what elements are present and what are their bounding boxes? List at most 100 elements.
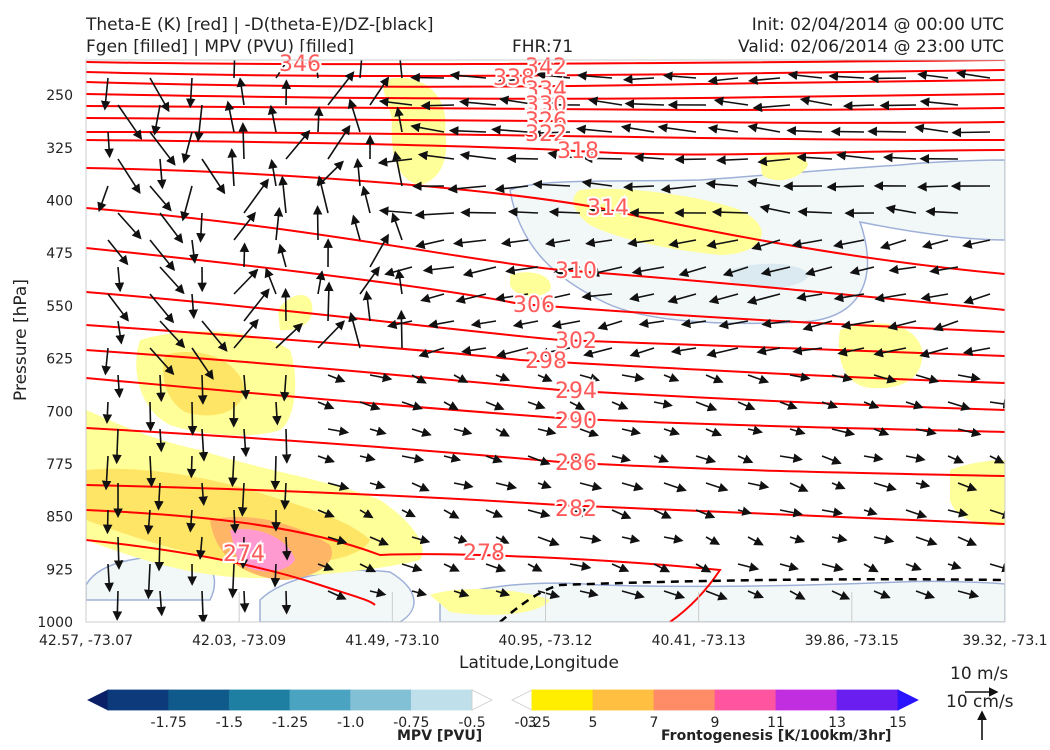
wind-vector [114, 266, 125, 293]
wind-vector [159, 212, 184, 244]
wind-vector [535, 70, 571, 80]
wind-vector [831, 480, 846, 490]
theta-e-contour-label: 314 [587, 196, 629, 221]
wind-vector [194, 104, 204, 143]
wind-vector [917, 181, 949, 192]
wind-vector [280, 374, 290, 402]
y-tick-label: 1000 [37, 615, 73, 631]
wind-vector [452, 237, 487, 248]
wind-vector [537, 480, 552, 490]
wind-vector [353, 157, 364, 187]
wind-vector [789, 482, 809, 492]
wind-vector [663, 373, 680, 383]
wind-vector [512, 319, 539, 329]
init-time: Init: 02/04/2014 @ 00:00 UTC [751, 15, 1004, 35]
wind-vector [114, 374, 124, 399]
wind-vector [281, 590, 292, 615]
wind-vector [347, 98, 361, 133]
wind-vector [327, 590, 347, 600]
wind-vector [631, 266, 665, 276]
wind-vector [443, 509, 460, 519]
y-tick-label: 475 [46, 246, 73, 262]
wind-vector [327, 71, 355, 106]
wind-vector [399, 60, 403, 79]
wind-vector [538, 347, 571, 358]
wind-vector [955, 69, 991, 79]
wind-vector [863, 563, 879, 573]
wind-vector [102, 401, 113, 424]
wind-vector [653, 453, 669, 463]
wind-vector [920, 292, 949, 302]
wind-vector [149, 239, 176, 271]
y-tick-label: 550 [46, 299, 73, 315]
wind-vector [905, 562, 922, 572]
wind-vector [107, 293, 129, 322]
wind-vector [417, 150, 455, 161]
wind-vector [239, 242, 250, 268]
wind-vector [159, 320, 186, 349]
colorbar-tick-label: -1.0 [337, 715, 364, 731]
wind-vector [597, 320, 623, 331]
wind-vector [915, 479, 931, 489]
wind-vector [495, 347, 529, 359]
wind-vector [410, 122, 445, 133]
wind-vector [317, 454, 336, 464]
wind-vector [747, 123, 781, 133]
wind-vector [360, 185, 371, 214]
wind-vector [947, 560, 962, 570]
wind-vector [569, 401, 586, 410]
wind-vector [582, 153, 623, 164]
wind-vector [369, 372, 393, 383]
wind-vector [622, 74, 655, 85]
wind-vector [228, 455, 238, 488]
wind-vector [229, 509, 240, 534]
wind-vector [273, 206, 284, 241]
wind-vector [112, 590, 123, 621]
wind-vector [317, 562, 334, 572]
wind-vector [498, 95, 539, 106]
wind-vector [316, 175, 329, 214]
wind-vector [746, 293, 781, 305]
wind-vector [189, 239, 199, 264]
wind-vector [240, 428, 251, 458]
wind-vector [369, 76, 390, 106]
wind-vector [789, 534, 806, 544]
wind-vector [327, 373, 346, 383]
theta-e-contour-label: 282 [555, 497, 597, 522]
wind-vector [198, 482, 208, 507]
wind-vector [737, 454, 754, 464]
wind-vector [233, 268, 259, 295]
wind-vector [737, 506, 752, 516]
wind-vector [873, 482, 897, 492]
colorbar-tick-label: 9 [711, 715, 720, 731]
wind-vector [496, 76, 529, 86]
wind-vector [420, 293, 445, 303]
colorbar-swatch [653, 689, 716, 711]
wind-vector [311, 60, 321, 79]
wind-vector [553, 265, 581, 276]
wind-vector [957, 589, 980, 599]
wind-vector [621, 372, 645, 383]
wind-vector [989, 563, 1005, 573]
wind-vector [885, 204, 917, 215]
wind-vector [583, 347, 613, 358]
colorbar-swatch [289, 689, 352, 711]
wind-vector [227, 147, 238, 187]
wind-vector [576, 124, 613, 135]
wind-vector [107, 239, 129, 266]
theta-e-contour-label: 310 [555, 259, 597, 284]
wind-vector [802, 320, 833, 332]
colorbar-swatch [87, 689, 109, 711]
wind-vector [879, 239, 907, 250]
y-axis: 1000 925 850 775 700 625 550 475 400 325 250 [37, 88, 73, 631]
wind-vector [143, 509, 154, 535]
wind-vector [378, 97, 413, 107]
wind-vector [462, 266, 497, 278]
wind-vector [919, 347, 949, 359]
theta-e-contour-label: 334 [525, 78, 567, 103]
wind-vector [359, 266, 380, 295]
wind-vector [653, 509, 672, 519]
wind-vector [348, 311, 361, 349]
colorbar-tick-label: 13 [828, 715, 846, 731]
wind-vector [905, 453, 926, 463]
